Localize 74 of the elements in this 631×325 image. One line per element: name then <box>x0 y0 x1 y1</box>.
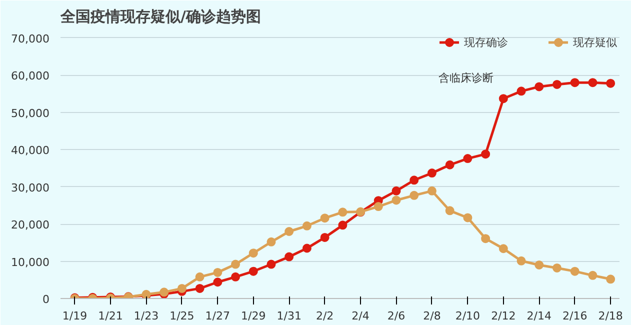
point <box>570 266 580 276</box>
x-tick-label: 2/2 <box>316 310 334 322</box>
point <box>302 244 312 253</box>
point <box>445 206 454 216</box>
point <box>231 260 240 269</box>
point <box>552 263 562 272</box>
point <box>427 186 436 196</box>
x-tick-label: 1/29 <box>241 310 266 322</box>
point <box>392 196 401 205</box>
point <box>606 274 616 284</box>
x-tick-label: 2/8 <box>423 310 441 322</box>
x-tick-label: 1/31 <box>276 310 302 322</box>
point <box>195 284 204 293</box>
point <box>588 270 598 280</box>
x-tick-label: 2/16 <box>562 310 588 322</box>
point <box>606 78 616 88</box>
point <box>516 256 526 266</box>
x-tick-label: 1/19 <box>62 310 88 322</box>
y-tick-label: 70,000 <box>11 32 50 46</box>
point <box>213 278 222 287</box>
point <box>284 227 294 236</box>
x-tick-label: 2/14 <box>526 310 552 322</box>
point <box>570 78 580 88</box>
point <box>374 202 383 212</box>
legend-label: 现存确诊 <box>464 34 508 50</box>
annotation: 含临床诊断 <box>438 72 494 85</box>
y-tick-label: 40,000 <box>11 144 50 158</box>
point <box>231 272 240 282</box>
y-tick-label: 50,000 <box>11 106 50 120</box>
point <box>320 232 330 242</box>
x-tick-label: 1/25 <box>170 310 194 322</box>
x-tick-label: 1/23 <box>134 310 159 322</box>
y-tick-label: 10,000 <box>11 256 50 269</box>
point <box>481 234 490 244</box>
point <box>338 220 348 230</box>
point <box>195 272 204 282</box>
point <box>498 94 508 104</box>
point <box>266 260 276 269</box>
point <box>213 268 222 277</box>
point <box>534 260 544 270</box>
point <box>463 154 472 164</box>
y-tick-label: 0 <box>42 293 50 306</box>
x-tick-label: 1/27 <box>205 310 230 322</box>
point <box>410 190 419 200</box>
x-tick-label: 2/12 <box>491 310 516 322</box>
point <box>338 208 348 217</box>
point <box>534 82 544 92</box>
point <box>463 213 472 222</box>
point <box>248 266 258 276</box>
point <box>427 168 436 178</box>
point <box>410 176 419 185</box>
point <box>302 221 312 230</box>
point <box>588 78 598 88</box>
point <box>445 160 454 170</box>
legend-label: 现存疑似 <box>573 34 617 50</box>
point <box>284 252 294 262</box>
x-tick-label: 1/21 <box>98 310 123 322</box>
point <box>498 244 508 254</box>
point <box>392 186 401 196</box>
point <box>320 214 330 223</box>
point <box>552 80 562 89</box>
point <box>266 237 276 246</box>
y-tick-label: 30,000 <box>11 181 50 194</box>
point <box>481 150 490 159</box>
x-tick-label: 2/10 <box>455 310 480 322</box>
chart-title: 全国疫情现存疑似/确诊趋势图 <box>60 8 261 26</box>
point <box>248 248 258 258</box>
y-tick-label: 20,000 <box>11 218 50 232</box>
x-tick-label: 2/4 <box>352 310 370 322</box>
point <box>177 284 186 293</box>
x-tick-label: 2/18 <box>598 310 623 322</box>
point <box>516 86 526 96</box>
x-tick-label: 2/6 <box>387 310 406 322</box>
y-tick-label: 60,000 <box>11 70 50 83</box>
